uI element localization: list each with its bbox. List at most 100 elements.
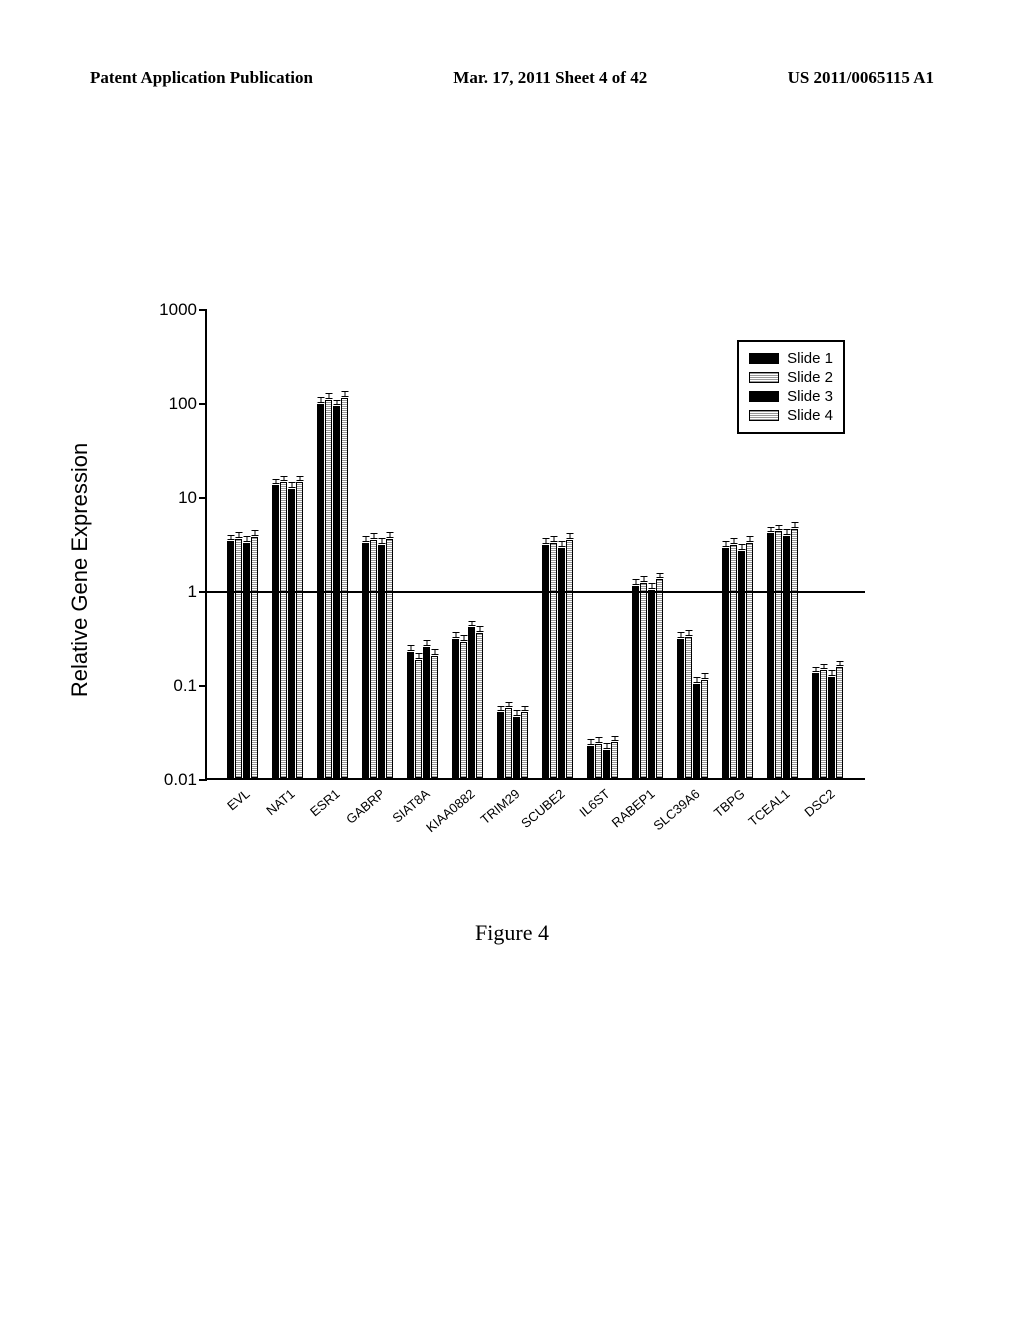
y-tick — [199, 403, 207, 405]
error-bar — [704, 673, 705, 679]
error-bar — [725, 541, 726, 547]
error-bar — [455, 632, 456, 638]
bar — [783, 536, 790, 778]
bar-group: NAT1 — [272, 310, 303, 778]
bar-group: GABRP — [362, 310, 393, 778]
bar-group: IL6ST — [587, 310, 618, 778]
bar-group: TRIM29 — [497, 310, 528, 778]
error-bar — [246, 536, 247, 542]
x-tick-label: TBPG — [710, 786, 747, 820]
bar — [431, 656, 438, 778]
page-header: Patent Application Publication Mar. 17, … — [0, 68, 1024, 88]
bar — [701, 680, 708, 778]
y-tick — [199, 591, 207, 593]
error-bar — [254, 530, 255, 536]
legend-item: Slide 2 — [749, 369, 833, 386]
bar — [632, 586, 639, 778]
bar — [820, 670, 827, 778]
bar — [656, 579, 663, 778]
bar — [738, 551, 745, 778]
bar — [415, 660, 422, 778]
bar-group: KIAA0882 — [452, 310, 483, 778]
bar — [812, 673, 819, 778]
bar — [767, 533, 774, 778]
error-bar — [500, 706, 501, 712]
bar — [341, 398, 348, 778]
bar — [325, 400, 332, 778]
error-bar — [299, 476, 300, 482]
bar — [611, 742, 618, 778]
bar — [558, 548, 565, 778]
error-bar — [410, 645, 411, 651]
y-tick-label: 1000 — [147, 300, 197, 320]
x-tick-label: TRIM29 — [477, 786, 522, 827]
bar-group: SIAT8A — [407, 310, 438, 778]
error-bar — [418, 653, 419, 659]
legend-swatch — [749, 353, 779, 364]
bar — [296, 482, 303, 778]
error-bar — [643, 576, 644, 582]
error-bar — [561, 541, 562, 547]
bar — [497, 712, 504, 778]
bar — [542, 545, 549, 778]
legend-swatch — [749, 410, 779, 421]
error-bar — [598, 737, 599, 743]
error-bar — [230, 535, 231, 541]
y-tick-label: 10 — [147, 488, 197, 508]
y-tick-label: 0.1 — [147, 676, 197, 696]
bar — [251, 537, 258, 778]
error-bar — [614, 736, 615, 742]
legend-swatch — [749, 391, 779, 402]
bar — [370, 540, 377, 778]
bar — [521, 712, 528, 778]
error-bar — [635, 579, 636, 585]
bar — [566, 540, 573, 778]
error-bar — [291, 482, 292, 488]
error-bar — [426, 640, 427, 646]
bar — [730, 545, 737, 778]
legend-item: Slide 3 — [749, 388, 833, 405]
error-bar — [688, 630, 689, 636]
bar — [595, 744, 602, 778]
error-bar — [659, 573, 660, 579]
bar — [828, 677, 835, 778]
bar — [460, 642, 467, 778]
bar — [468, 627, 475, 778]
y-axis-label: Relative Gene Expression — [67, 443, 93, 697]
bar — [640, 583, 647, 778]
error-bar — [328, 393, 329, 399]
error-bar — [794, 522, 795, 528]
error-bar — [569, 533, 570, 539]
error-bar — [733, 538, 734, 544]
error-bar — [344, 391, 345, 397]
bar — [288, 489, 295, 778]
bar — [791, 529, 798, 778]
error-bar — [749, 536, 750, 542]
bar — [746, 543, 753, 778]
plot-area: EVLNAT1ESR1GABRPSIAT8AKIAA0882TRIM29SCUB… — [205, 310, 865, 780]
error-bar — [320, 397, 321, 403]
bar — [227, 541, 234, 778]
error-bar — [336, 400, 337, 406]
header-center: Mar. 17, 2011 Sheet 4 of 42 — [453, 68, 647, 88]
error-bar — [680, 632, 681, 638]
bar — [423, 647, 430, 778]
header-right: US 2011/0065115 A1 — [788, 68, 934, 88]
bar — [407, 652, 414, 778]
legend-label: Slide 3 — [787, 388, 833, 405]
error-bar — [434, 649, 435, 655]
x-tick-label: KIAA0882 — [423, 786, 477, 835]
error-bar — [823, 664, 824, 670]
bar — [648, 590, 655, 778]
legend-item: Slide 4 — [749, 407, 833, 424]
error-bar — [283, 476, 284, 482]
bar-group: ESR1 — [317, 310, 348, 778]
bar-group: EVL — [227, 310, 258, 778]
error-bar — [373, 533, 374, 539]
figure-caption: Figure 4 — [0, 920, 1024, 946]
bar — [550, 543, 557, 778]
error-bar — [831, 670, 832, 676]
header-left: Patent Application Publication — [90, 68, 313, 88]
bar — [722, 548, 729, 778]
error-bar — [545, 538, 546, 544]
